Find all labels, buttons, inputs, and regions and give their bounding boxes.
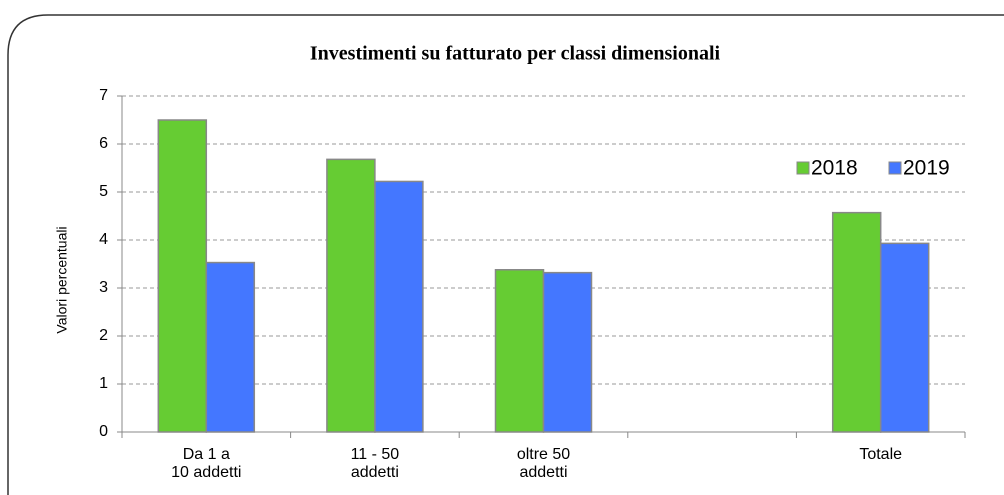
y-tick-label: 2	[99, 327, 108, 344]
y-tick-label: 7	[99, 87, 108, 104]
bar	[879, 242, 930, 433]
bar	[831, 211, 882, 433]
y-tick-label: 6	[99, 135, 108, 152]
y-tick-label: 3	[99, 279, 108, 296]
bar	[205, 261, 256, 433]
x-tick-label: Totale	[859, 446, 903, 463]
bar	[326, 158, 376, 433]
chart-title: Investimenti su fatturato per classi dim…	[310, 43, 721, 65]
bar	[494, 269, 545, 433]
x-tick-label: Da 1 a 10 addetti	[171, 446, 242, 481]
x-tick-label: oltre 50 addetti	[516, 446, 571, 481]
y-axis-label: Valori percentuali	[54, 226, 70, 333]
y-tick-label: 5	[99, 183, 108, 200]
y-tick-label: 1	[99, 375, 108, 392]
legend-swatch	[888, 161, 902, 175]
bar	[542, 271, 593, 433]
legend-swatch	[796, 161, 810, 175]
frame	[7, 14, 1004, 495]
legend-label: 2018	[811, 157, 858, 180]
bar	[374, 180, 424, 433]
x-tick-label: 11 - 50 addetti	[350, 446, 400, 481]
bar	[157, 119, 208, 433]
y-tick-label: 0	[99, 423, 108, 440]
legend-label: 2019	[903, 157, 950, 180]
y-tick-label: 4	[99, 231, 108, 248]
